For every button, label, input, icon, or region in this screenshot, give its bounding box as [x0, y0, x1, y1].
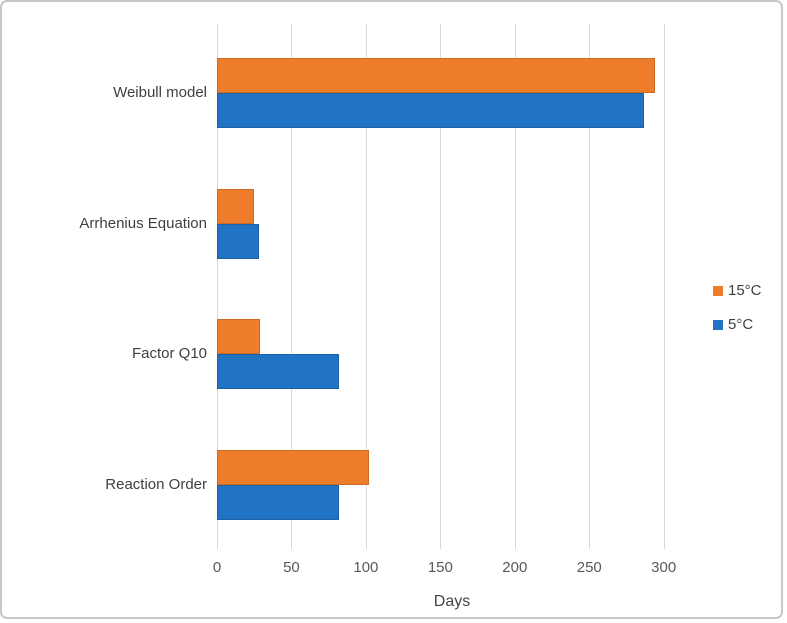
- gridline-x-100: [365, 24, 367, 549]
- bar-5°C-reaction-order: [217, 485, 340, 520]
- legend-item-15°C[interactable]: 15°C: [713, 282, 762, 299]
- gridline-x-200: [514, 24, 516, 549]
- gridline-x-300: [663, 24, 665, 549]
- legend-swatch-icon: [713, 319, 723, 330]
- x-tick-label-200: 200: [502, 559, 528, 576]
- gridline-x-150: [440, 24, 442, 549]
- category-label-factor-q10: Factor Q10: [131, 345, 207, 362]
- bar-15°C-reaction-order: [217, 450, 369, 485]
- legend-swatch-icon: [713, 285, 723, 296]
- x-tick-label-250: 250: [576, 559, 602, 576]
- bar-15°C-factor-q10: [217, 319, 261, 354]
- x-axis-title: Days: [433, 593, 471, 610]
- legend-label: 15°C: [728, 282, 762, 299]
- gridline-x-250: [589, 24, 591, 549]
- bar-5°C-weibull-model: [217, 93, 645, 128]
- bar-15°C-arrhenius-equation: [217, 189, 255, 224]
- legend-item-5°C[interactable]: 5°C: [713, 316, 762, 333]
- x-tick-label-0: 0: [212, 559, 222, 576]
- category-label-reaction-order: Reaction Order: [105, 476, 207, 493]
- bar-5°C-factor-q10: [217, 354, 340, 389]
- bar-5°C-arrhenius-equation: [217, 224, 259, 259]
- legend: 15°C 5°C: [713, 282, 762, 350]
- gridline-x-0: [217, 24, 218, 549]
- x-tick-label-100: 100: [353, 559, 379, 576]
- plot-area: [217, 24, 687, 549]
- x-tick-label-300: 300: [651, 559, 677, 576]
- category-label-arrhenius-equation: Arrhenius Equation: [79, 215, 207, 232]
- gridline-x-50: [291, 24, 293, 549]
- legend-label: 5°C: [728, 316, 754, 333]
- x-tick-label-150: 150: [427, 559, 453, 576]
- category-label-weibull-model: Weibull model: [113, 84, 207, 101]
- bar-15°C-weibull-model: [217, 58, 655, 93]
- x-tick-label-50: 50: [283, 559, 300, 576]
